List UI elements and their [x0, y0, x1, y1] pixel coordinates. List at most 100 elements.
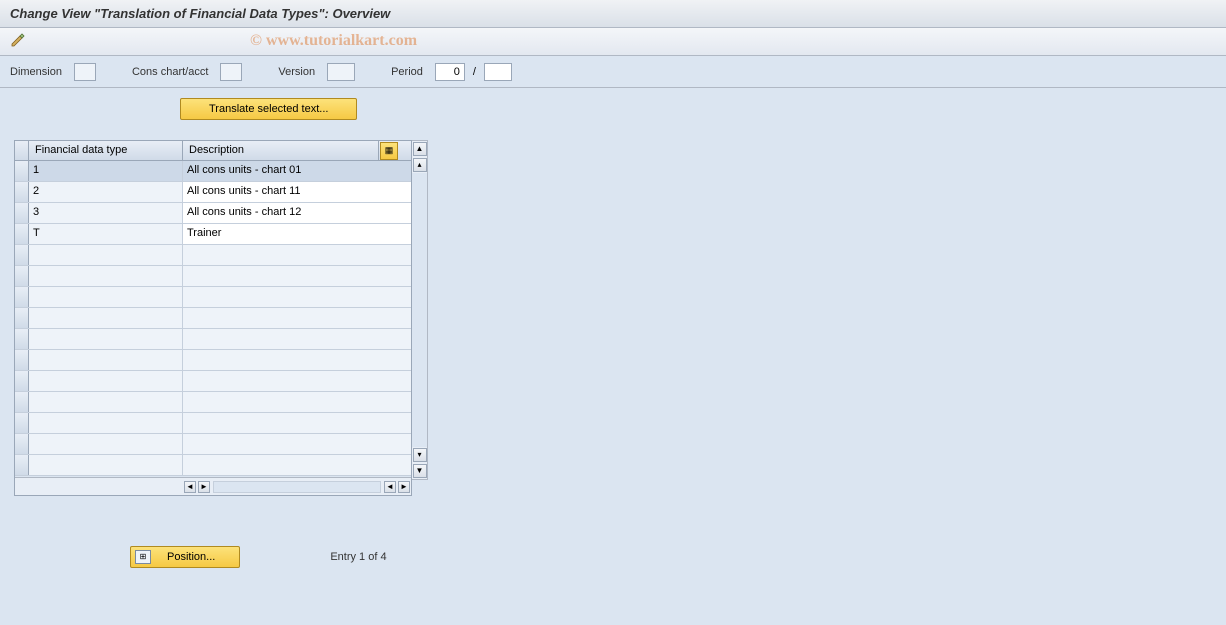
row-selector[interactable]: [15, 287, 29, 307]
cell-description[interactable]: [183, 287, 411, 307]
version-label: Version: [278, 66, 315, 78]
vscroll-track[interactable]: [412, 173, 427, 447]
row-selector[interactable]: [15, 308, 29, 328]
v-scrollbar: ▲ ▴ ▾ ▼: [412, 140, 428, 480]
cell-type[interactable]: [29, 308, 183, 328]
table-row-empty[interactable]: [15, 392, 411, 413]
cell-description[interactable]: All cons units - chart 01: [183, 161, 411, 181]
cell-type[interactable]: [29, 455, 183, 475]
table-config-icon[interactable]: ▦: [380, 142, 398, 160]
footer-row: ⊞ Position... Entry 1 of 4: [130, 546, 1216, 568]
cell-type[interactable]: [29, 434, 183, 454]
cell-description[interactable]: All cons units - chart 12: [183, 203, 411, 223]
position-button[interactable]: ⊞ Position...: [130, 546, 240, 568]
period-field-1[interactable]: 0: [435, 63, 465, 81]
cell-type[interactable]: 2: [29, 182, 183, 202]
position-button-label: Position...: [167, 551, 215, 563]
version-field[interactable]: [327, 63, 355, 81]
hscroll-track[interactable]: [213, 481, 381, 493]
cell-type[interactable]: [29, 266, 183, 286]
table-row[interactable]: 3All cons units - chart 12: [15, 203, 411, 224]
row-selector[interactable]: [15, 371, 29, 391]
hscroll-right2-icon[interactable]: ►: [398, 481, 410, 493]
cell-type[interactable]: 3: [29, 203, 183, 223]
table-row-empty[interactable]: [15, 455, 411, 476]
table-row-empty[interactable]: [15, 287, 411, 308]
table-row-empty[interactable]: [15, 413, 411, 434]
row-selector[interactable]: [15, 392, 29, 412]
row-selector[interactable]: [15, 161, 29, 181]
cell-type[interactable]: T: [29, 224, 183, 244]
vscroll-down-icon[interactable]: ▼: [413, 464, 427, 478]
cons-chart-field[interactable]: [220, 63, 242, 81]
position-icon: ⊞: [135, 550, 151, 564]
table-row-empty[interactable]: [15, 308, 411, 329]
cell-description[interactable]: [183, 392, 411, 412]
cons-chart-label: Cons chart/acct: [132, 66, 208, 78]
row-selector[interactable]: [15, 434, 29, 454]
cell-type[interactable]: [29, 413, 183, 433]
period-separator: /: [473, 66, 476, 78]
dimension-field[interactable]: [74, 63, 96, 81]
table-row-empty[interactable]: [15, 350, 411, 371]
table-row-empty[interactable]: [15, 371, 411, 392]
table-row[interactable]: 2All cons units - chart 11: [15, 182, 411, 203]
table-wrap: Financial data type Description ▦ 1All c…: [14, 140, 1216, 496]
cell-type[interactable]: [29, 371, 183, 391]
watermark: © www.tutorialkart.com: [250, 32, 417, 50]
cell-description[interactable]: [183, 455, 411, 475]
cell-description[interactable]: Trainer: [183, 224, 411, 244]
row-selector[interactable]: [15, 350, 29, 370]
row-selector[interactable]: [15, 329, 29, 349]
cell-type[interactable]: [29, 392, 183, 412]
data-table: Financial data type Description ▦ 1All c…: [14, 140, 412, 496]
title-bar: Change View "Translation of Financial Da…: [0, 0, 1226, 28]
row-selector[interactable]: [15, 245, 29, 265]
cell-description[interactable]: [183, 266, 411, 286]
vscroll-stepup-icon[interactable]: ▴: [413, 158, 427, 172]
row-selector[interactable]: [15, 266, 29, 286]
entry-counter: Entry 1 of 4: [330, 551, 386, 563]
header-fields: Dimension Cons chart/acct Version Period…: [0, 56, 1226, 88]
table-body: 1All cons units - chart 012All cons unit…: [15, 161, 411, 476]
row-selector[interactable]: [15, 413, 29, 433]
table-row-empty[interactable]: [15, 434, 411, 455]
row-selector[interactable]: [15, 203, 29, 223]
edit-icon[interactable]: [10, 32, 26, 51]
col-header-type[interactable]: Financial data type: [29, 141, 183, 160]
cell-description[interactable]: [183, 308, 411, 328]
cell-type[interactable]: [29, 287, 183, 307]
translate-button-label: Translate selected text...: [209, 103, 328, 115]
cell-description[interactable]: [183, 350, 411, 370]
row-selector[interactable]: [15, 455, 29, 475]
hscroll-left-icon[interactable]: ◄: [184, 481, 196, 493]
hscroll-left2-icon[interactable]: ◄: [384, 481, 396, 493]
vscroll-stepdown-icon[interactable]: ▾: [413, 448, 427, 462]
hscroll-right-icon[interactable]: ►: [198, 481, 210, 493]
col-header-desc[interactable]: Description: [183, 141, 379, 160]
cell-type[interactable]: 1: [29, 161, 183, 181]
toolbar: © www.tutorialkart.com: [0, 28, 1226, 56]
cell-description[interactable]: [183, 245, 411, 265]
table-row-empty[interactable]: [15, 329, 411, 350]
cell-description[interactable]: [183, 329, 411, 349]
vscroll-up-icon[interactable]: ▲: [413, 142, 427, 156]
select-all-handle[interactable]: [15, 141, 29, 160]
table-row[interactable]: 1All cons units - chart 01: [15, 161, 411, 182]
cell-description[interactable]: [183, 413, 411, 433]
cell-description[interactable]: All cons units - chart 11: [183, 182, 411, 202]
cell-type[interactable]: [29, 350, 183, 370]
table-row-empty[interactable]: [15, 245, 411, 266]
cell-type[interactable]: [29, 245, 183, 265]
cell-description[interactable]: [183, 434, 411, 454]
row-selector[interactable]: [15, 224, 29, 244]
period-label: Period: [391, 66, 423, 78]
page-title: Change View "Translation of Financial Da…: [10, 6, 390, 21]
period-field-2[interactable]: [484, 63, 512, 81]
table-row-empty[interactable]: [15, 266, 411, 287]
table-row[interactable]: TTrainer: [15, 224, 411, 245]
cell-type[interactable]: [29, 329, 183, 349]
translate-button[interactable]: Translate selected text...: [180, 98, 357, 120]
cell-description[interactable]: [183, 371, 411, 391]
row-selector[interactable]: [15, 182, 29, 202]
